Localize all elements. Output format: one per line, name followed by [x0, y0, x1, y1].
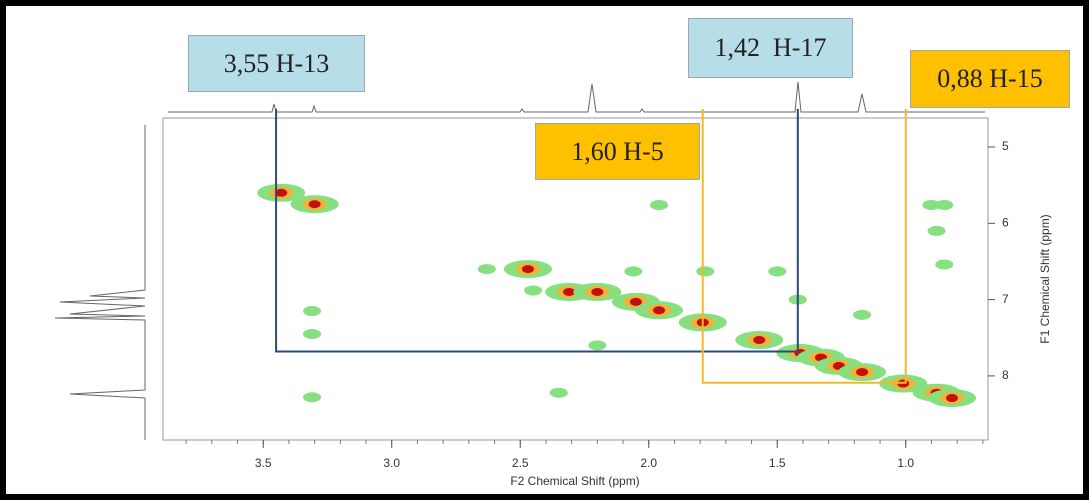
- cross-peak: [735, 331, 784, 350]
- y-tick-label: 6: [1002, 215, 1009, 229]
- annotation-box: 0,88 H-15: [910, 50, 1070, 108]
- contour-inner: [653, 306, 666, 315]
- cross-peak: [928, 389, 977, 408]
- weak-peak: [768, 266, 787, 277]
- cross-peak: [838, 363, 887, 382]
- weak-peak: [549, 387, 568, 398]
- contour-outer: [922, 199, 941, 210]
- cross-peak: [290, 195, 339, 214]
- contour-outer: [696, 266, 715, 277]
- weak-peak: [853, 309, 872, 320]
- contour-outer: [935, 259, 954, 270]
- x-axis-label: F2 Chemical Shift (ppm): [510, 474, 639, 488]
- x-tick-label: 3.0: [383, 456, 400, 470]
- contour-outer: [853, 309, 872, 320]
- contour-outer: [588, 340, 607, 351]
- weak-peak: [524, 285, 543, 296]
- x-tick-label: 3.5: [255, 456, 272, 470]
- contour-outer: [477, 264, 496, 275]
- annotation-box: 1,60 H-5: [535, 123, 700, 180]
- weak-peak: [696, 266, 715, 277]
- contour-outer: [768, 266, 787, 277]
- contour-inner: [521, 265, 534, 274]
- weak-peak: [927, 225, 946, 236]
- weak-peak: [650, 199, 669, 210]
- contour-outer: [624, 266, 643, 277]
- x-tick-label: 2.0: [640, 456, 657, 470]
- cross-peak: [814, 356, 863, 375]
- weak-peak: [303, 392, 322, 403]
- peaks-layer: [257, 108, 977, 408]
- contour-outer: [549, 387, 568, 398]
- y-tick-label: 8: [1002, 368, 1009, 382]
- contour-inner: [275, 188, 288, 197]
- contour-inner: [753, 336, 766, 345]
- contour-outer: [927, 225, 946, 236]
- x-tick-label: 2.5: [512, 456, 529, 470]
- axes-layer: 3.5 3.0 2.5 2.0 1.5 1.0 5 6 7 8: [185, 139, 1009, 470]
- cross-peak: [635, 301, 684, 320]
- guide-line: [275, 108, 799, 353]
- contour-inner: [563, 287, 576, 296]
- weak-peak: [624, 266, 643, 277]
- contour-outer: [935, 199, 954, 210]
- contour-outer: [650, 199, 669, 210]
- contour-inner: [946, 394, 959, 403]
- weak-peak: [922, 199, 941, 210]
- weak-peak: [588, 340, 607, 351]
- contour-outer: [303, 328, 322, 339]
- top-projection: [168, 81, 985, 113]
- guide-line: [701, 108, 907, 384]
- weak-peak: [935, 199, 954, 210]
- contour-inner: [308, 200, 321, 209]
- contour-inner: [856, 368, 869, 377]
- y-tick-label: 7: [1002, 292, 1009, 306]
- y-axis-label: F1 Chemical Shift (ppm): [1038, 214, 1052, 343]
- cross-peak: [573, 282, 622, 301]
- contour-inner: [591, 287, 604, 296]
- left-projection: [54, 125, 146, 440]
- weak-peak: [477, 264, 496, 275]
- contour-outer: [524, 285, 543, 296]
- cross-peak: [503, 260, 552, 279]
- annotation-box: 1,42 H-17: [688, 18, 853, 78]
- x-tick-label: 1.5: [769, 456, 786, 470]
- weak-peak: [935, 259, 954, 270]
- weak-peak: [303, 328, 322, 339]
- contour-inner: [629, 297, 642, 306]
- weak-peak: [303, 306, 322, 317]
- y-tick-label: 5: [1002, 139, 1009, 153]
- contour-outer: [303, 392, 322, 403]
- annotation-box: 3,55 H-13: [188, 35, 365, 92]
- x-tick-label: 1.0: [897, 456, 914, 470]
- contour-outer: [303, 306, 322, 317]
